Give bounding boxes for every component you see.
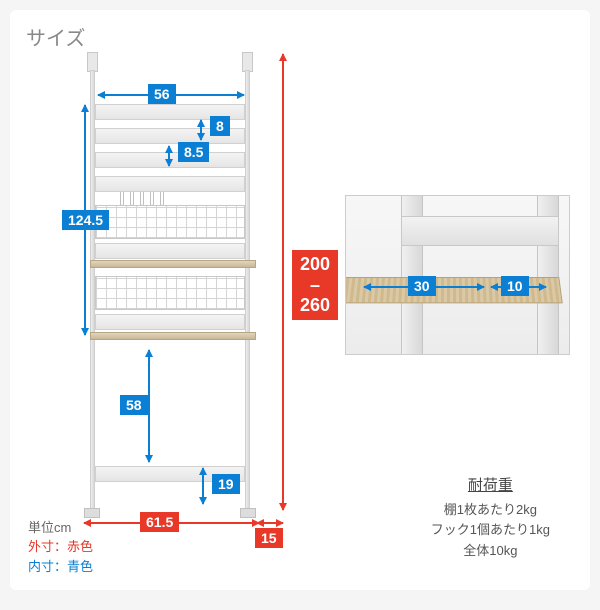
dim-label-19: 19: [212, 474, 240, 494]
dim-label-30: 30: [408, 276, 436, 296]
dim-lower-height: [148, 350, 150, 462]
foot-left: [84, 508, 100, 518]
mesh-panel: [95, 205, 245, 239]
crossbar: [95, 243, 245, 259]
inset-crossbar: [401, 216, 559, 246]
legend-outer: 外寸：赤色: [28, 537, 93, 557]
inset-shelf: [345, 277, 563, 303]
shelf: [90, 260, 256, 268]
dim-label-8-5: 8.5: [178, 142, 209, 162]
pole-right: [245, 70, 250, 510]
load-line: 棚1枚あたり2kg: [431, 500, 550, 521]
page-title: サイズ: [26, 22, 85, 51]
legend: 単位cm 外寸：赤色 内寸：青色: [28, 518, 93, 577]
crossbar: [95, 314, 245, 330]
dim-label-8: 8: [210, 116, 230, 136]
mesh-panel: [95, 276, 245, 310]
tensioner-right: [242, 52, 253, 72]
load-header: 耐荷重: [431, 474, 550, 498]
tensioner-left: [87, 52, 98, 72]
shelf: [90, 332, 256, 340]
dim-label-124-5: 124.5: [62, 210, 109, 230]
dim-label-10: 10: [501, 276, 529, 296]
dim-gap-8-5: [168, 146, 170, 166]
hooks-row: [120, 192, 164, 206]
dim-overall-height: [282, 54, 284, 510]
detail-inset: 30 10: [345, 195, 570, 355]
crossbar: [95, 176, 245, 192]
dim-label-200-260: 200 – 260: [292, 250, 338, 320]
load-line: フック1個あたり1kg: [431, 520, 550, 541]
dim-depth: [257, 522, 283, 524]
main-diagram: 56 8 8.5 124.5 58 19 61.5 15 200 – 260: [60, 50, 310, 540]
dim-foot-gap: [202, 468, 204, 504]
dim-label-58: 58: [120, 395, 148, 415]
dim-label-61-5: 61.5: [140, 512, 179, 532]
rack-outline: [90, 70, 250, 510]
legend-inner: 内寸：青色: [28, 557, 93, 577]
dim-gap-8: [200, 120, 202, 140]
dim-label-15: 15: [255, 528, 283, 548]
load-line: 全体10kg: [431, 541, 550, 562]
legend-unit: 単位cm: [28, 518, 93, 538]
dim-label-56: 56: [148, 84, 176, 104]
foot-right: [240, 508, 256, 518]
load-capacity: 耐荷重 棚1枚あたり2kg フック1個あたり1kg 全体10kg: [431, 474, 550, 562]
